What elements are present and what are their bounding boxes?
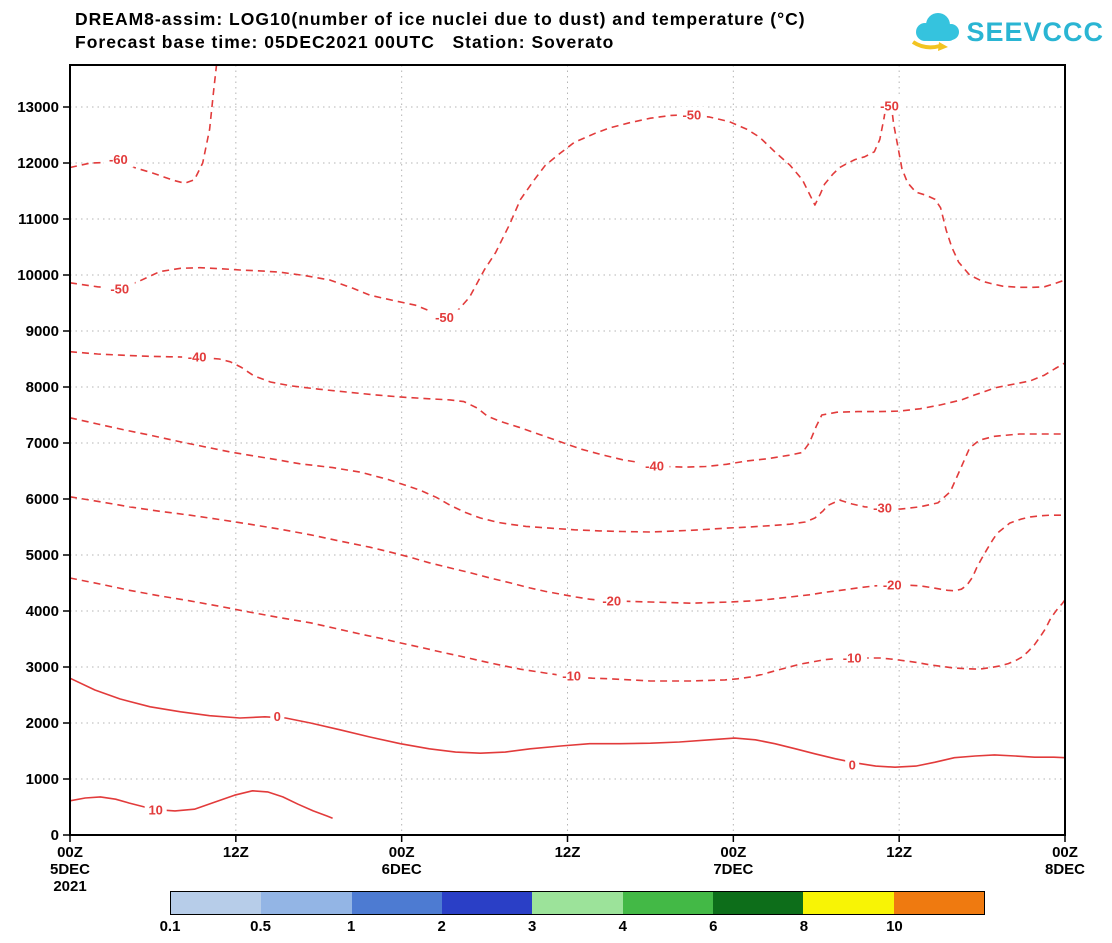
x-tick-label: 00Z	[720, 844, 746, 861]
colorbar: 0.1 0.5 1 2 3 4 6 8 10	[160, 891, 985, 937]
y-tick-label: 12000	[17, 155, 59, 172]
contour-label: -40	[188, 349, 207, 364]
contour-label: 0	[849, 758, 856, 773]
x-tick-label: 12Z	[555, 844, 581, 861]
contour-line--10	[69, 577, 1066, 682]
logo-text: SEEVCCC	[966, 16, 1104, 47]
colorbar-segment	[622, 892, 713, 914]
colorbar-segment	[261, 892, 352, 914]
contour-line--20	[69, 496, 1065, 604]
colorbar-label: 2	[437, 918, 446, 935]
contour-label: -10	[562, 668, 581, 683]
y-tick-label: 9000	[26, 323, 59, 340]
x-date-label: 5DEC	[50, 861, 90, 878]
y-tick-label: 10000	[17, 267, 59, 284]
y-tick-label: 8000	[26, 379, 59, 396]
y-tick-label: 7000	[26, 435, 59, 452]
y-tick-label: 4000	[26, 603, 59, 620]
colorbar-segment	[532, 892, 623, 914]
x-tick-label: 12Z	[223, 844, 249, 861]
x-date-label: 6DEC	[382, 861, 422, 878]
x-tick-label: 00Z	[1052, 844, 1078, 861]
y-tick-label: 0	[51, 827, 59, 844]
contour-line--40	[69, 350, 1066, 468]
contour-label-bg	[874, 97, 905, 114]
contour-label-bg	[877, 577, 908, 594]
colorbar-segment	[893, 892, 984, 914]
y-tick-label: 5000	[26, 547, 59, 564]
title-block: DREAM8-assim: LOG10(number of ice nuclei…	[75, 8, 806, 54]
chart-subtitle: Forecast base time: 05DEC2021 00UTC Stat…	[75, 32, 615, 52]
colorbar-label: 0.5	[250, 918, 271, 935]
contour-line-0	[69, 677, 1066, 768]
contour-label-bg	[103, 151, 134, 168]
contour-line-10	[69, 790, 333, 819]
contour-label-bg	[596, 592, 627, 609]
y-tick-label: 11000	[18, 211, 59, 228]
colorbar-label: 0.1	[159, 918, 181, 935]
contour-line--60	[69, 64, 218, 184]
contour-label: -40	[645, 458, 664, 473]
contour-label-bg	[639, 457, 670, 474]
x-tick-label: 00Z	[389, 844, 415, 861]
y-tick-label: 13000	[17, 99, 59, 116]
contour-label: -20	[883, 578, 902, 593]
y-tick-label: 3000	[26, 659, 59, 676]
colorbar-segment	[712, 892, 804, 914]
colorbar-label: 1	[346, 918, 356, 935]
contour-label: -30	[873, 500, 892, 515]
chart-title: DREAM8-assim: LOG10(number of ice nuclei…	[75, 9, 806, 29]
seevccc-logo: SEEVCCC	[908, 10, 1104, 54]
contour-label-bg	[556, 667, 587, 684]
contour-line--30	[69, 417, 1065, 533]
x-date-label: 2021	[53, 878, 86, 895]
contour-label-bg	[845, 757, 860, 773]
colorbar-label: 3	[528, 918, 537, 935]
contour-label-bg	[429, 309, 460, 326]
contour-label-bg	[104, 281, 135, 297]
arrow-icon	[912, 40, 941, 50]
contour-label: -50	[682, 107, 701, 122]
x-tick-label: 12Z	[886, 844, 912, 861]
colorbar-label: 6	[709, 918, 718, 935]
contour-label-bg	[270, 708, 285, 725]
contour-label: 0	[274, 709, 281, 724]
colorbar-label: 10	[886, 918, 903, 935]
colorbar-label: 8	[799, 918, 809, 935]
colorbar-segment	[351, 892, 442, 914]
contour-label: -20	[602, 593, 621, 608]
contour-line--50	[69, 100, 1066, 318]
x-tick-label: 00Z	[57, 844, 83, 861]
y-tick-label: 1000	[26, 771, 59, 788]
contour-label-bg	[867, 499, 898, 516]
x-date-label: 7DEC	[713, 861, 753, 878]
contour-label: -50	[110, 282, 129, 297]
y-tick-label: 2000	[26, 715, 59, 732]
colorbar-bar	[170, 891, 985, 915]
contour-label: -60	[109, 152, 128, 167]
y-tick-label: 6000	[26, 491, 59, 508]
colorbar-segment	[171, 892, 262, 914]
contour-label-bg	[144, 801, 167, 818]
contour-label: -10	[843, 651, 862, 666]
contour-label: -50	[880, 98, 899, 113]
colorbar-segment	[803, 892, 894, 914]
contour-label: 10	[148, 802, 162, 817]
contour-label-bg	[182, 348, 213, 365]
contour-label-bg	[837, 650, 868, 667]
contour-label-bg	[676, 106, 707, 123]
colorbar-segment	[441, 892, 533, 914]
colorbar-label: 4	[618, 918, 627, 935]
cloud-icon	[912, 13, 960, 51]
x-date-label: 8DEC	[1045, 861, 1085, 878]
contour-label: -50	[435, 310, 454, 325]
